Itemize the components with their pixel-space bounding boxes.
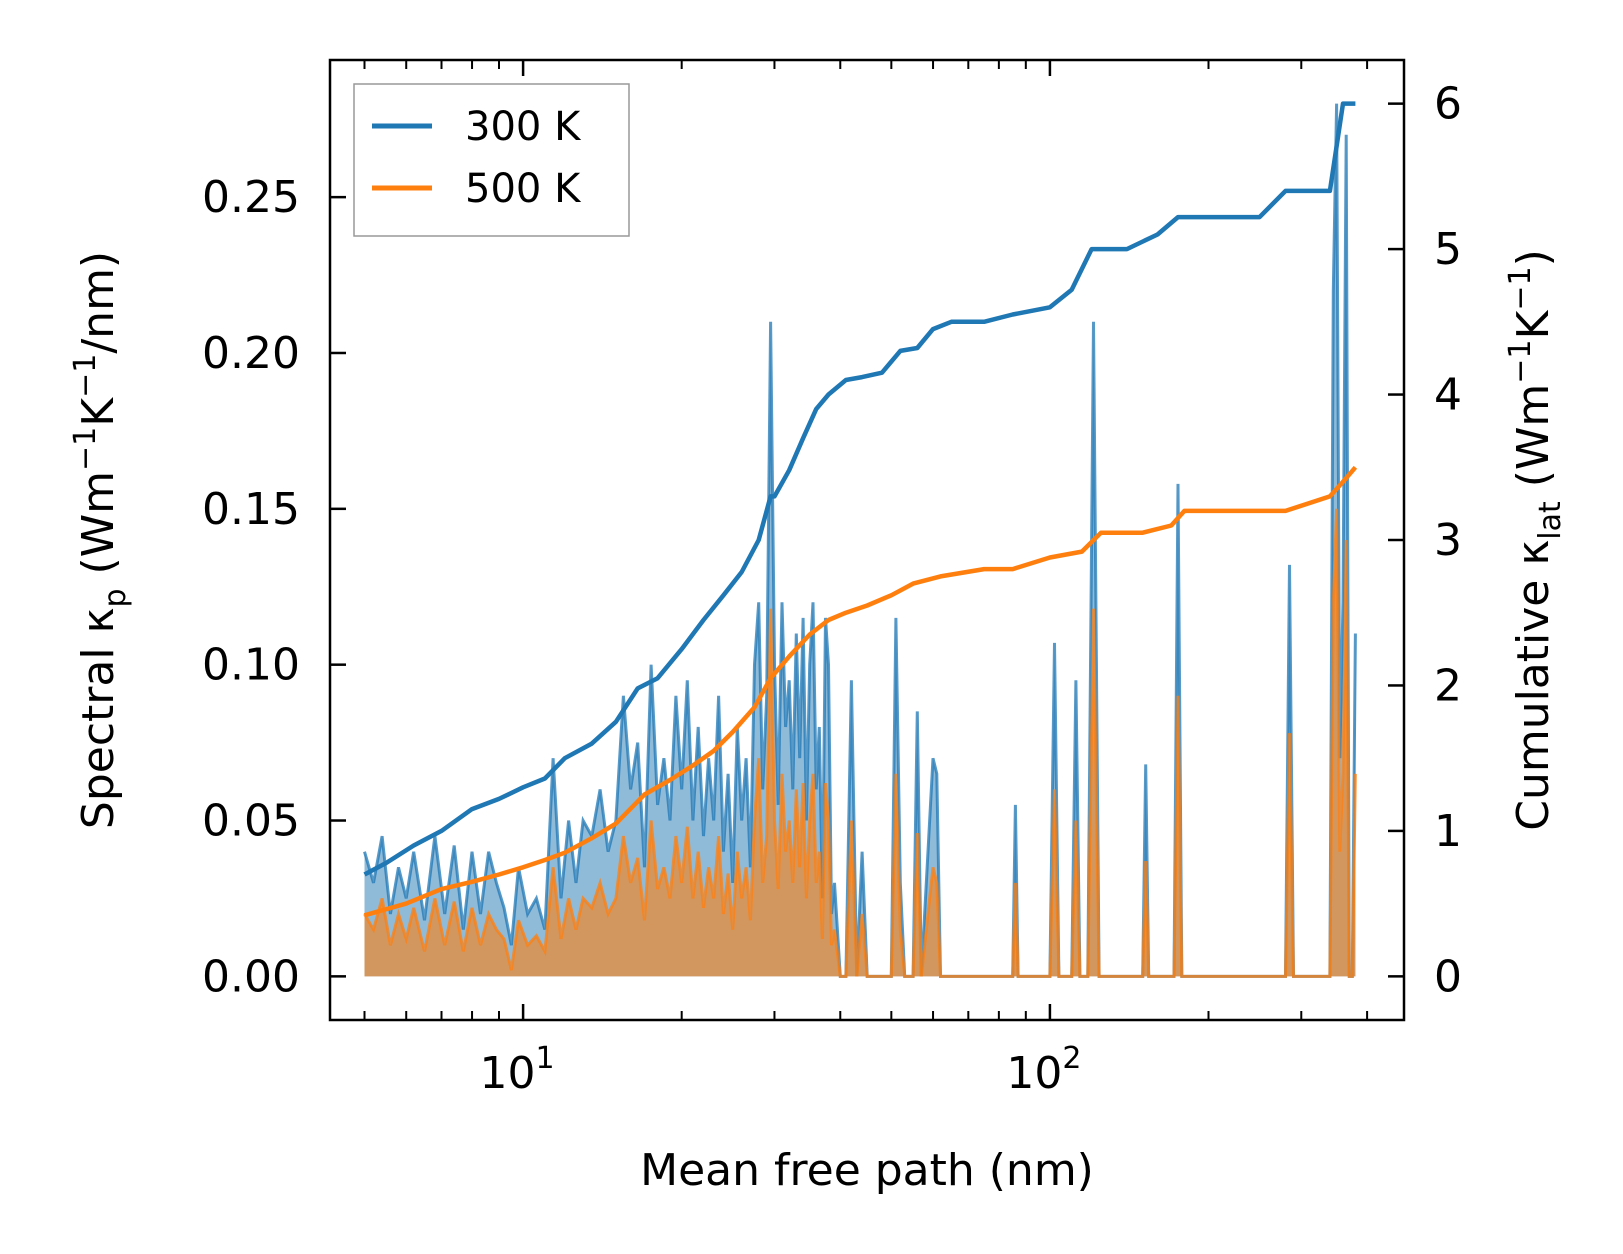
y-right-tick-label: 1 [1434,806,1462,857]
spectral-line-500k [363,508,1357,978]
y-left-tick-label: 0.10 [202,640,300,691]
x-tick-label: 101 [480,1041,555,1099]
plot-frame [328,58,1406,1022]
cumulative-line-500k [363,465,1358,918]
y-right-tick-label: 0 [1434,951,1462,1002]
left-y-axis-title: Spectral κp (Wm−1K−1/nm) [68,251,133,829]
x-tick-label: 102 [1006,1041,1081,1099]
y-left-tick-label: 0.20 [202,328,300,379]
tick-layer: 101 102 0.00 0.05 0.10 0.15 0.20 0.25 0 1 2 3 4 5 6 [202,60,1462,1099]
legend-frame [353,83,630,237]
y-right-tick-label: 4 [1434,370,1462,421]
y-left-tick-label: 0.25 [202,172,300,223]
right-y-axis-title: Cumulative κlat (Wm−1K−1) [1503,249,1568,831]
y-right-tick-label: 3 [1434,515,1462,566]
cumulative-layer [363,101,1358,918]
y-left-tick-label: 0.05 [202,796,300,847]
y-left-tick-label: 0.15 [202,484,300,535]
x-axis-title: Mean free path (nm) [640,1145,1094,1196]
cumulative-line-300k [363,101,1356,877]
legend: 300 K 500 K [353,83,630,237]
y-left-tick-label: 0.00 [202,951,300,1002]
y-right-tick-label: 5 [1434,224,1462,275]
y-right-tick-label: 2 [1434,660,1462,711]
y-right-tick-label: 6 [1434,79,1462,130]
legend-label-300k: 300 K [465,104,582,150]
legend-label-500k: 500 K [465,166,582,212]
spectral-layer [363,103,1357,978]
